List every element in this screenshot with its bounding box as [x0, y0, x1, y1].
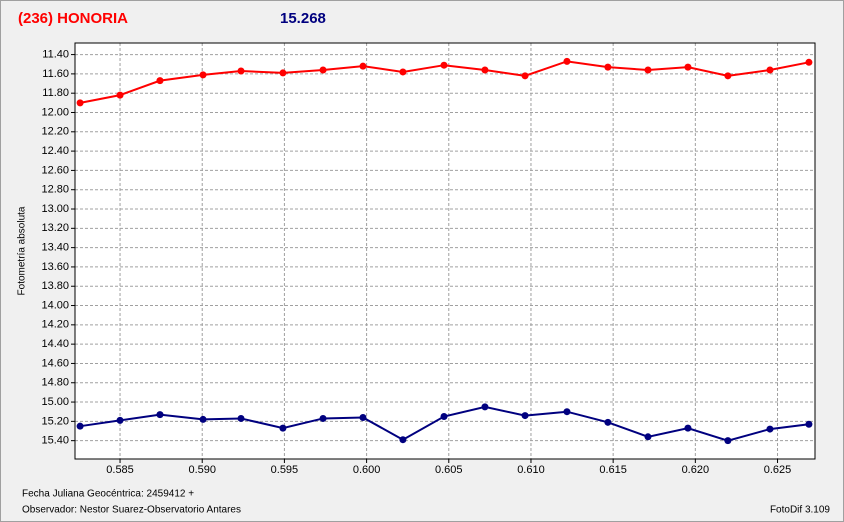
y-tick-label: 12.00 [41, 106, 69, 118]
x-tick-label: 0.615 [599, 464, 627, 476]
y-tick-label: 13.60 [41, 261, 69, 273]
y-tick-label: 11.80 [42, 87, 69, 99]
y-tick-label: 12.40 [41, 145, 69, 157]
y-tick-label: 14.40 [41, 338, 69, 350]
y-tick-label: 13.00 [41, 203, 69, 215]
data-point [805, 420, 813, 428]
data-point [237, 67, 245, 75]
data-point [399, 68, 407, 76]
data-point [116, 91, 124, 99]
data-point [521, 412, 529, 420]
y-tick-label: 14.60 [41, 357, 69, 369]
object-name: (236) HONORIA [18, 10, 128, 27]
plot-border [74, 42, 816, 460]
data-point [766, 66, 774, 74]
y-tick-label: 14.20 [41, 319, 69, 331]
y-tick-label: 11.60 [42, 68, 69, 80]
data-point [604, 418, 612, 426]
data-point [76, 422, 84, 430]
data-point [724, 72, 732, 80]
data-point [319, 414, 327, 422]
data-point [481, 403, 489, 411]
data-point [279, 69, 287, 77]
y-tick-label: 13.20 [41, 222, 69, 234]
data-point [684, 424, 692, 432]
data-point [521, 72, 529, 80]
x-tick-label: 0.620 [682, 464, 710, 476]
data-point [399, 436, 407, 444]
y-tick-label: 12.80 [41, 184, 69, 196]
y-tick-label: 13.80 [41, 280, 69, 292]
y-tick-label: 15.20 [41, 415, 69, 427]
data-point [644, 433, 652, 441]
magnitude: 15.268 [280, 10, 326, 27]
data-point [766, 425, 774, 433]
x-tick-label: 0.605 [435, 464, 463, 476]
data-point [116, 416, 124, 424]
y-tick-label: 12.20 [41, 126, 69, 138]
observer-label: Observador: Nestor Suarez-Observatorio A… [22, 505, 241, 516]
software-label: FotoDif 3.109 [770, 505, 830, 516]
y-tick-label: 14.80 [41, 377, 69, 389]
y-tick-label: 13.40 [41, 242, 69, 254]
y-tick-label: 12.60 [41, 164, 69, 176]
y-tick-label: 11.40 [42, 48, 69, 60]
date-label: Fecha Juliana Geocéntrica: 2459412 + [22, 489, 194, 500]
y-tick-label: 15.00 [41, 396, 69, 408]
data-point [563, 57, 571, 65]
x-tick-label: 0.590 [188, 464, 216, 476]
x-tick-label: 0.610 [517, 464, 545, 476]
data-point [199, 415, 207, 423]
data-point [440, 413, 448, 421]
y-tick-label: 14.00 [41, 299, 69, 311]
data-point [805, 58, 813, 66]
x-tick-label: 0.595 [271, 464, 299, 476]
data-point [359, 413, 367, 421]
data-point [724, 437, 732, 445]
data-point [156, 411, 164, 419]
data-point [359, 62, 367, 70]
data-point [237, 414, 245, 422]
data-point [199, 71, 207, 79]
data-point [440, 61, 448, 69]
data-point [319, 66, 327, 74]
data-point [563, 408, 571, 416]
data-point [644, 66, 652, 74]
y-tick-label: 15.40 [41, 435, 69, 447]
x-tick-label: 0.585 [106, 464, 134, 476]
data-point [604, 63, 612, 71]
data-point [76, 99, 84, 107]
data-point [481, 66, 489, 74]
data-point [156, 77, 164, 85]
x-tick-label: 0.600 [353, 464, 381, 476]
data-point [279, 424, 287, 432]
data-point [684, 63, 692, 71]
x-tick-label: 0.625 [764, 464, 792, 476]
plot-area [75, 43, 815, 459]
y-axis-label: Fotometría absoluta [17, 206, 28, 295]
